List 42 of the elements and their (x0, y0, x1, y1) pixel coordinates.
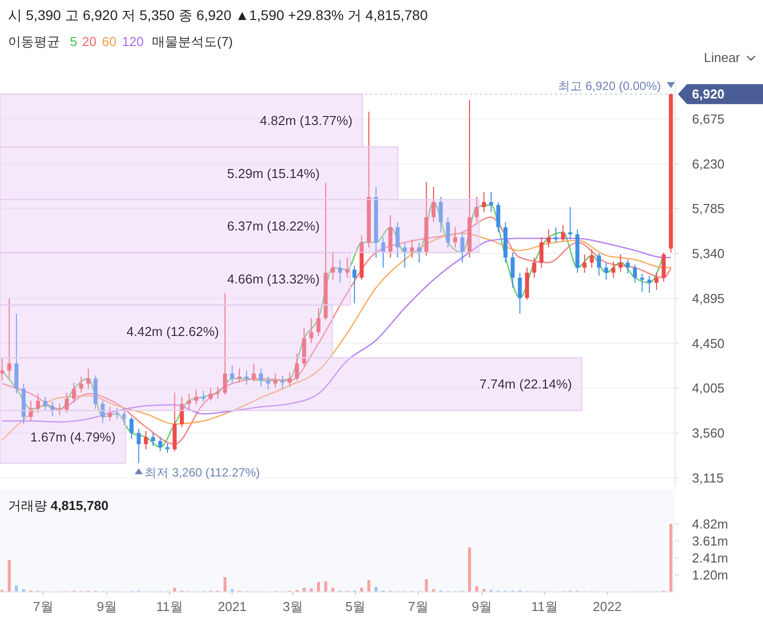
chart-title: 매물분석도(7) (152, 34, 233, 49)
y-tick-label: 5,785 (692, 201, 725, 216)
y-tick-label: 3.61m (692, 533, 728, 548)
y-tick-label: 4,895 (692, 290, 725, 306)
y-tick-label: 2.41m (692, 550, 728, 566)
y-tick-label: 3,115 (692, 470, 724, 486)
text: 60 (102, 34, 116, 49)
x-tick-label: 7월 (33, 599, 54, 614)
annotation: 최저 3,260 (112.27%) (144, 465, 260, 480)
data-label: 4.42m (12.62%) (126, 324, 219, 340)
text: 5 (70, 34, 78, 49)
data-label: 4.82m (13.77%) (260, 113, 352, 128)
x-tick-label: 7월 (408, 599, 428, 614)
x-tick-label: 9월 (472, 599, 492, 614)
x-tick-label: 11월 (156, 599, 183, 614)
chart-title: 시 5,390 고 6,920 저 5,350 종 6,920 ▲1,590 +29.83% 거 4,815,780 (8, 7, 428, 23)
y-tick-label: 1.20m (692, 568, 728, 583)
data-label: 7.74m (22.14%) (480, 376, 572, 392)
y-tick-label: 4,005 (692, 380, 725, 396)
ref-line-label: 6,920 (692, 86, 725, 102)
data-label: 5.29m (15.14%) (227, 166, 320, 181)
annotation: 최고 6,920 (0.00%) (558, 79, 661, 94)
text: 120 (122, 34, 144, 49)
x-tick-label: 5월 (345, 599, 366, 614)
data-label: 1.67m (4.79%) (30, 429, 116, 444)
y-tick-label: 4.82m (692, 516, 728, 532)
data-label: 6.37m (18.22%) (227, 218, 320, 234)
y-tick-label: 5,340 (692, 246, 725, 262)
x-tick-label: 2021 (218, 599, 247, 614)
x-tick-label: 11월 (531, 599, 558, 614)
text: 20 (82, 34, 96, 49)
text: 거래량 4,815,780 (8, 498, 108, 513)
data-label: 4.66m (13.32%) (227, 271, 320, 286)
x-tick-label: 3월 (282, 599, 303, 614)
y-tick-label: 6,230 (692, 156, 725, 172)
x-tick-label: 9월 (96, 599, 117, 614)
x-tick-label: 2022 (592, 599, 622, 614)
y-tick-label: 3,560 (692, 426, 725, 441)
text: Linear (704, 50, 741, 65)
y-tick-label: 4,450 (692, 336, 725, 351)
legend-title: 이동평균 (8, 34, 60, 49)
y-tick-label: 6,675 (692, 111, 725, 126)
